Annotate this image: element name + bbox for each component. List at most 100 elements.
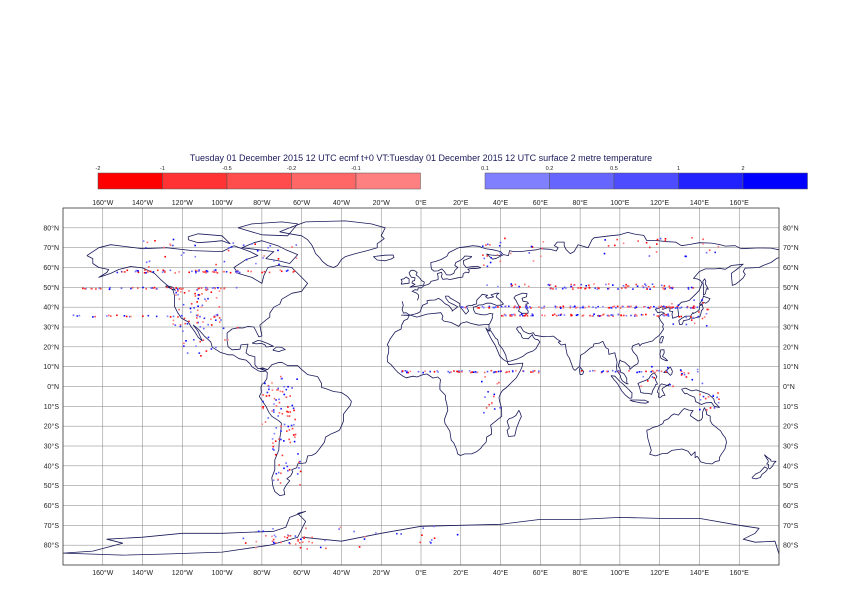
difference-marker [563,286,566,289]
difference-marker [603,313,605,316]
difference-marker [275,427,278,429]
difference-marker [299,538,302,541]
difference-marker [206,288,209,291]
difference-marker [164,255,166,258]
latitude-label: 20°N [43,343,59,351]
difference-marker [291,246,293,248]
difference-marker [483,257,486,260]
difference-marker [222,270,225,273]
difference-marker [634,307,636,309]
difference-marker [183,317,186,320]
difference-marker [290,424,293,427]
difference-marker [108,314,110,317]
coastline-path [62,511,306,556]
difference-marker [607,307,610,309]
difference-marker [255,540,258,543]
difference-marker [570,283,572,286]
difference-marker [518,305,521,308]
difference-marker [523,315,525,317]
difference-marker [635,314,638,317]
difference-marker [109,286,111,289]
coastline-path [386,312,524,456]
difference-marker [537,371,540,374]
difference-marker [511,284,513,287]
difference-marker [149,270,152,273]
legend-positive-swatch-4 [742,172,808,190]
difference-marker [291,387,293,389]
difference-marker [612,315,614,317]
map-frame [62,207,780,566]
difference-marker [152,271,155,273]
difference-marker [603,252,606,255]
difference-marker [690,319,693,321]
difference-marker [120,287,123,290]
difference-marker [222,327,225,330]
difference-marker [663,313,666,316]
difference-marker [670,307,672,309]
difference-marker [280,407,282,410]
temperature-difference-markers [72,237,720,550]
difference-marker [572,306,575,308]
difference-marker [510,315,513,317]
difference-marker [649,246,651,249]
difference-marker [277,387,279,390]
difference-marker [511,314,513,316]
difference-marker [299,460,301,463]
difference-marker [417,370,420,373]
difference-marker [196,309,199,312]
difference-marker [143,272,146,274]
difference-marker [614,370,617,373]
latitude-label: 70°N [43,244,59,252]
difference-marker [692,287,695,289]
difference-marker [297,540,299,542]
difference-marker [712,395,714,397]
difference-marker [522,370,525,373]
difference-marker [515,306,517,308]
difference-marker [615,306,617,309]
latitude-label: 60°S [783,502,799,510]
difference-marker [461,306,463,308]
difference-marker [286,536,289,539]
difference-marker [707,396,710,398]
difference-marker [701,382,704,385]
difference-marker [478,307,480,309]
difference-marker [485,244,487,246]
difference-marker [651,370,654,372]
coastline-path [513,292,529,314]
difference-marker [400,533,402,535]
difference-marker [137,271,140,274]
latitude-label: 60°S [44,502,60,510]
difference-marker [702,395,705,398]
difference-marker [645,284,647,287]
difference-marker [573,284,576,286]
difference-marker [271,382,273,384]
difference-marker [697,315,700,318]
difference-marker [702,238,704,241]
difference-marker [242,537,245,540]
difference-marker [338,528,340,530]
difference-marker [277,478,279,481]
difference-marker [136,270,138,272]
difference-marker [607,245,610,247]
difference-marker [277,249,279,252]
difference-marker [636,285,639,288]
difference-marker [215,297,218,299]
legend-negative-label: -0.2 [287,166,296,172]
difference-marker [82,287,84,290]
difference-marker [146,241,149,244]
difference-marker [672,286,674,289]
difference-marker [613,305,616,308]
axis-labels: 160°W 160°W 140°W 140°W 120°W 120°W 100°W 100°W… [43,199,798,577]
difference-marker [626,305,629,308]
difference-marker [429,541,431,543]
difference-marker [625,314,628,317]
difference-marker [643,306,645,308]
difference-marker [708,249,711,252]
difference-marker [180,287,182,290]
difference-marker [525,305,527,308]
difference-marker [145,272,147,274]
difference-marker [559,306,562,308]
difference-marker [483,264,485,266]
difference-marker [207,323,209,326]
difference-marker [475,371,478,374]
